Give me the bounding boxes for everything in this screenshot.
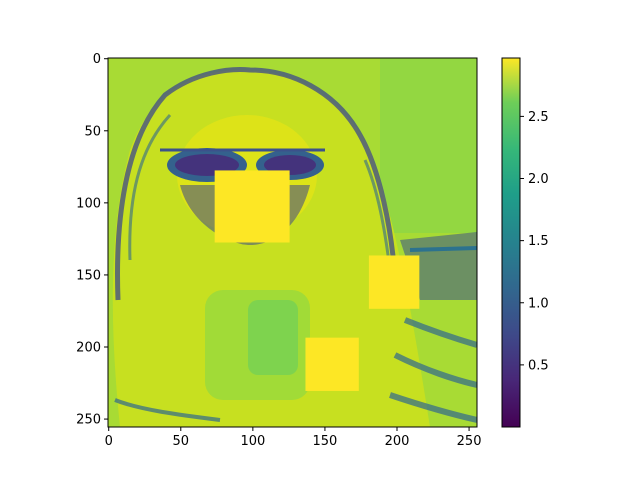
- colorbar-axis: 0.5 1.0 1.5 2.0 2.5: [520, 110, 549, 373]
- y-tick-label: 0: [93, 52, 101, 67]
- y-tick-label: 200: [76, 341, 101, 356]
- x-tick-label: 200: [385, 434, 410, 449]
- axes-frame: [107, 57, 478, 428]
- y-tick-label: 250: [76, 413, 101, 428]
- y-tick-label: 100: [76, 196, 101, 211]
- heatmap-wall-region: [380, 58, 477, 233]
- colorbar-tick-label: 0.5: [528, 358, 549, 373]
- occlusion-patch-3: [305, 337, 359, 391]
- x-tick-label: 50: [173, 434, 190, 449]
- y-tick-label: 150: [76, 268, 101, 283]
- x-axis: 0 50 100 150 200 250: [105, 427, 482, 449]
- heatmap-image: [108, 58, 477, 427]
- heatmap-hair-edge: [115, 67, 398, 301]
- colorbar: [502, 58, 520, 427]
- occlusion-patch-2: [368, 255, 420, 309]
- colorbar-tick-label: 2.0: [528, 172, 549, 187]
- colorbar-tick-label: 1.0: [528, 296, 549, 311]
- occlusion-patch-1: [214, 170, 290, 243]
- x-tick-label: 150: [313, 434, 338, 449]
- colorbar-tick-label: 2.5: [528, 110, 549, 125]
- x-tick-label: 250: [457, 434, 482, 449]
- x-tick-label: 0: [105, 434, 113, 449]
- colorbar-tick-label: 1.5: [528, 234, 549, 249]
- colorbar-frame: [501, 57, 521, 428]
- x-tick-label: 100: [240, 434, 265, 449]
- y-axis: 0 50 100 150 200 250: [76, 52, 108, 428]
- y-tick-label: 50: [84, 124, 101, 139]
